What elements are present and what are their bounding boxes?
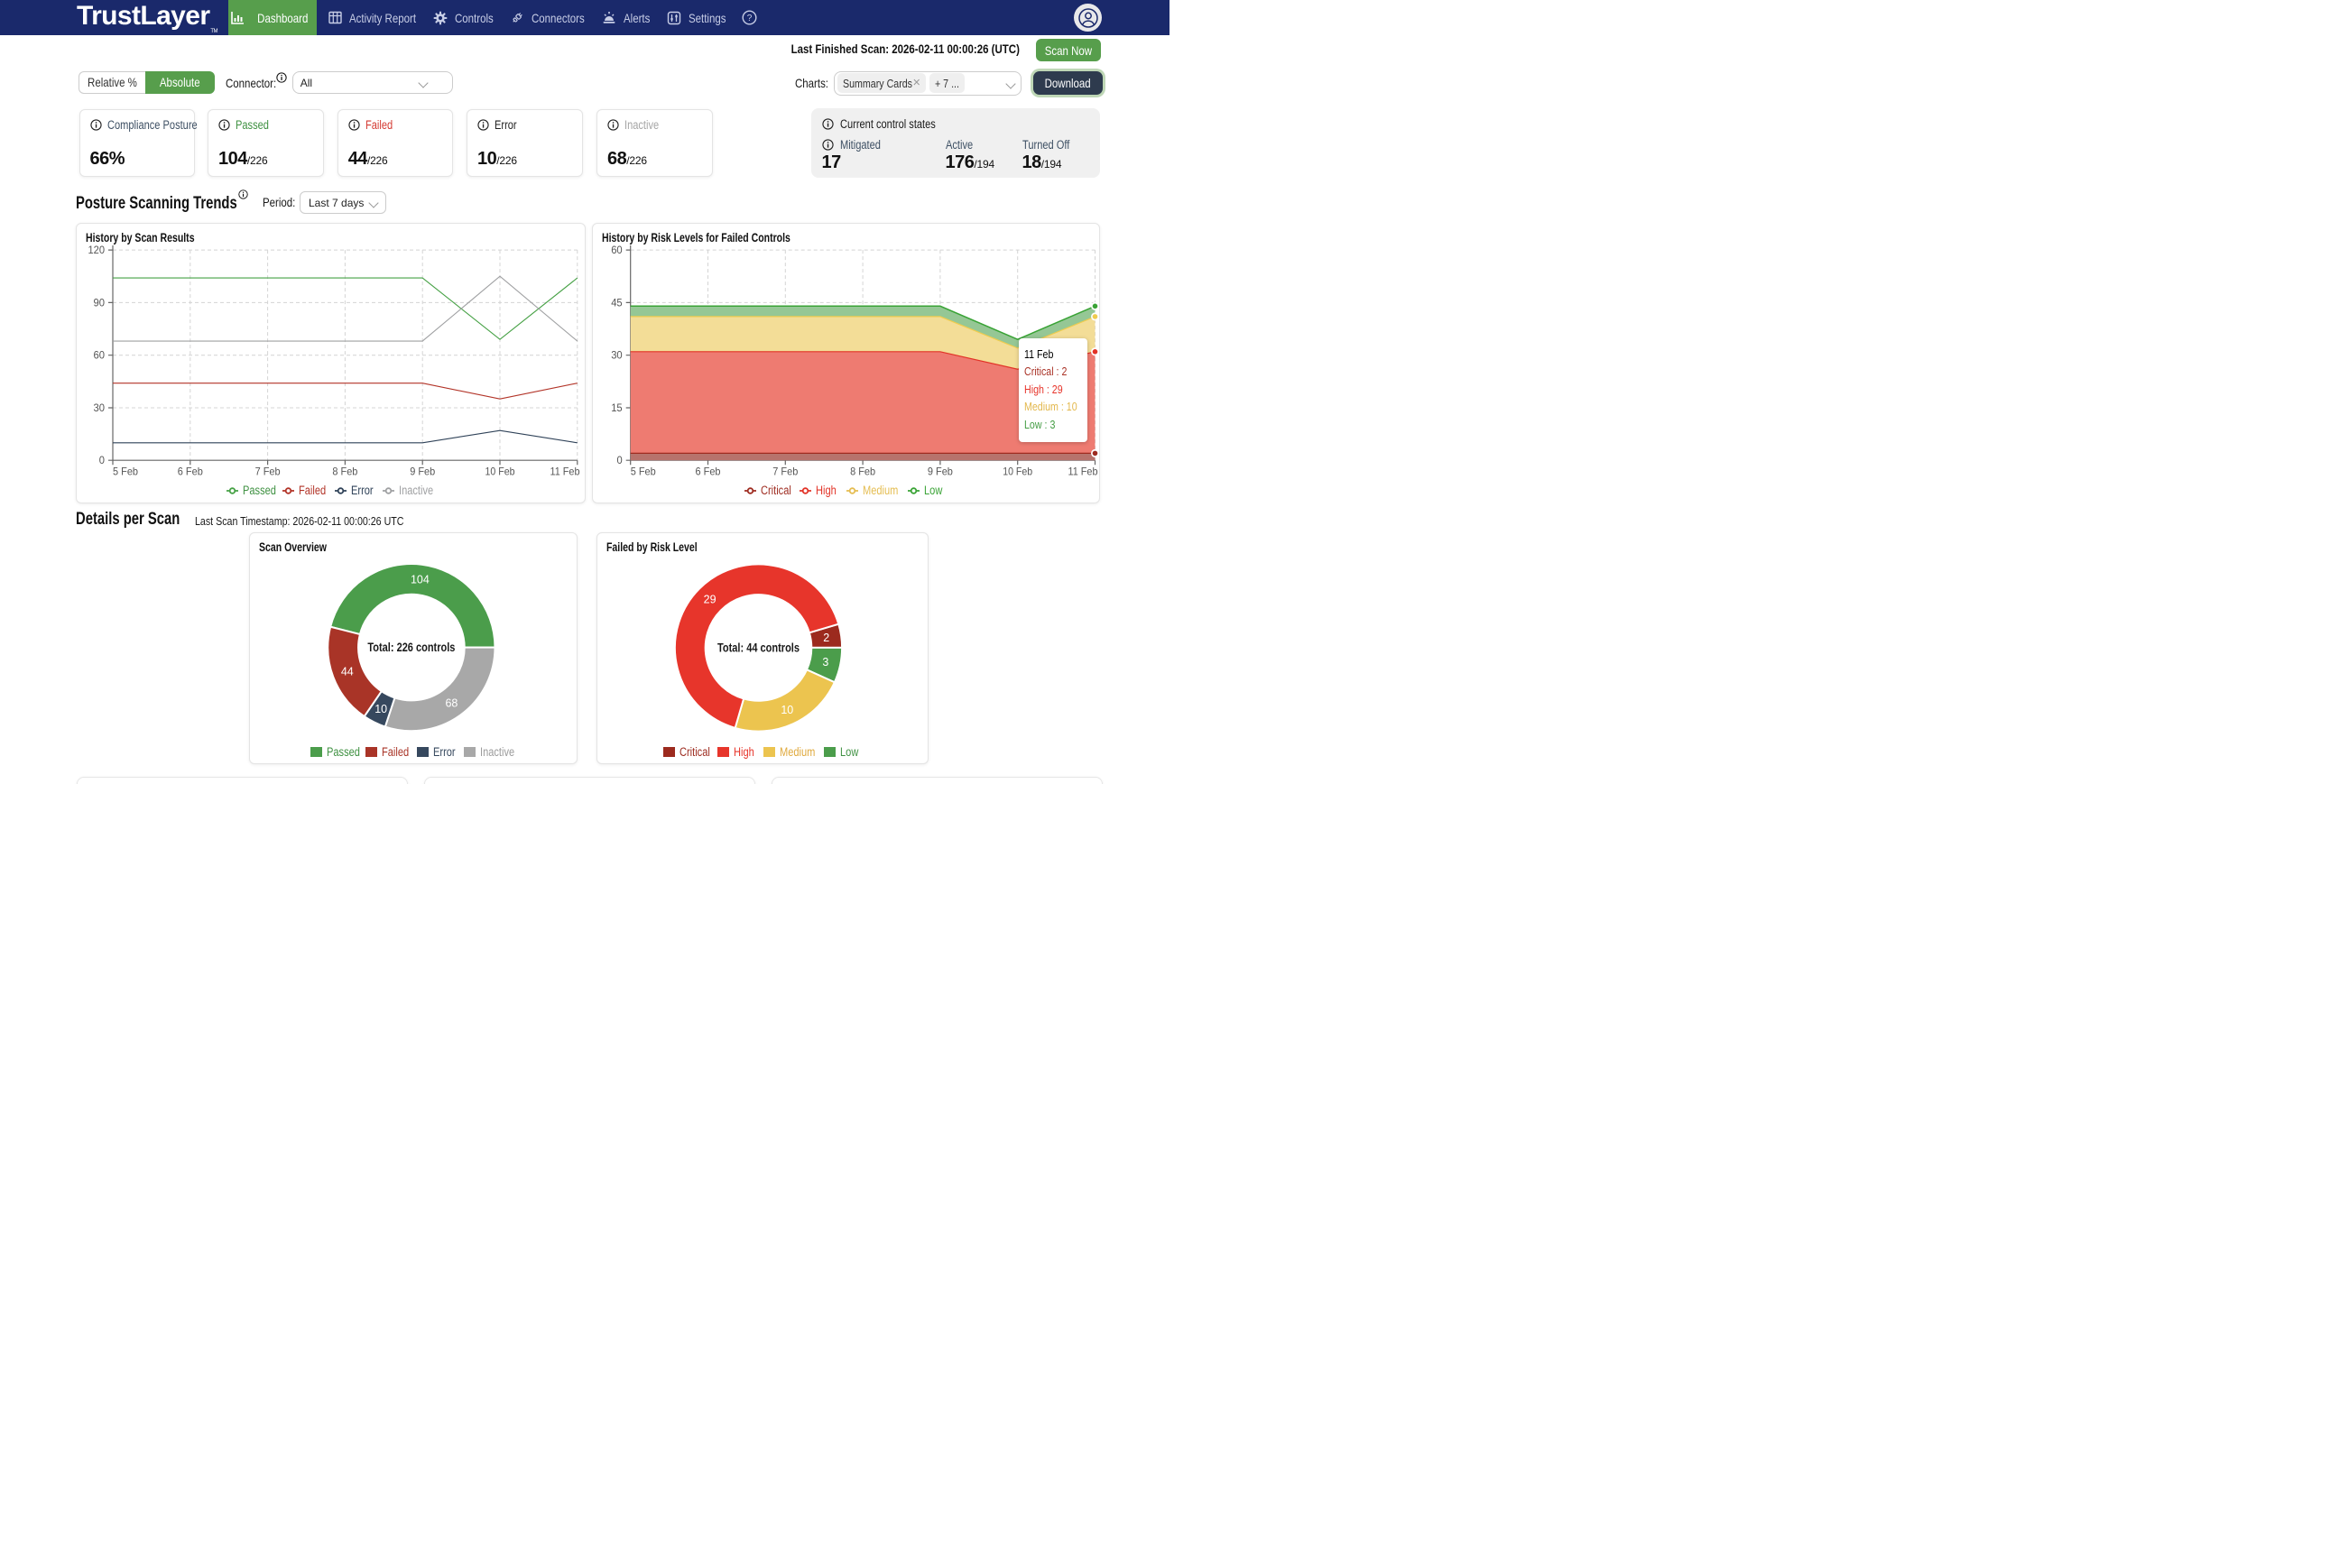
svg-text:9 Feb: 9 Feb [928,466,953,478]
svg-text:5 Feb: 5 Feb [631,466,656,478]
svg-text:45: 45 [611,296,623,309]
svg-text:6 Feb: 6 Feb [178,466,203,478]
svg-text:8 Feb: 8 Feb [850,466,875,478]
svg-text:11 Feb: 11 Feb [550,466,580,478]
svg-text:29: 29 [704,594,716,606]
svg-text:8 Feb: 8 Feb [332,466,357,478]
svg-text:9 Feb: 9 Feb [410,466,435,478]
svg-text:120: 120 [88,244,106,256]
svg-text:90: 90 [94,296,106,309]
svg-text:30: 30 [611,349,623,362]
svg-text:30: 30 [94,401,106,414]
svg-text:15: 15 [611,401,623,414]
svg-text:7 Feb: 7 Feb [772,466,798,478]
svg-text:3: 3 [822,656,828,669]
svg-text:60: 60 [94,349,106,362]
svg-text:5 Feb: 5 Feb [113,466,138,478]
svg-text:?: ? [747,14,753,23]
svg-text:0: 0 [99,454,105,466]
svg-text:10 Feb: 10 Feb [1003,466,1032,478]
svg-text:10: 10 [781,704,793,716]
svg-text:0: 0 [617,454,623,466]
svg-text:7 Feb: 7 Feb [255,466,281,478]
svg-text:11 Feb: 11 Feb [1068,466,1098,478]
svg-text:60: 60 [611,244,623,256]
svg-text:10: 10 [375,703,388,715]
svg-text:Total: 44 controls: Total: 44 controls [717,641,800,655]
svg-text:68: 68 [446,696,458,709]
svg-text:Total: 226 controls: Total: 226 controls [368,640,456,654]
svg-text:44: 44 [341,666,354,678]
svg-text:6 Feb: 6 Feb [696,466,721,478]
svg-text:2: 2 [823,632,829,644]
svg-text:10 Feb: 10 Feb [485,466,515,478]
svg-text:104: 104 [411,573,430,586]
